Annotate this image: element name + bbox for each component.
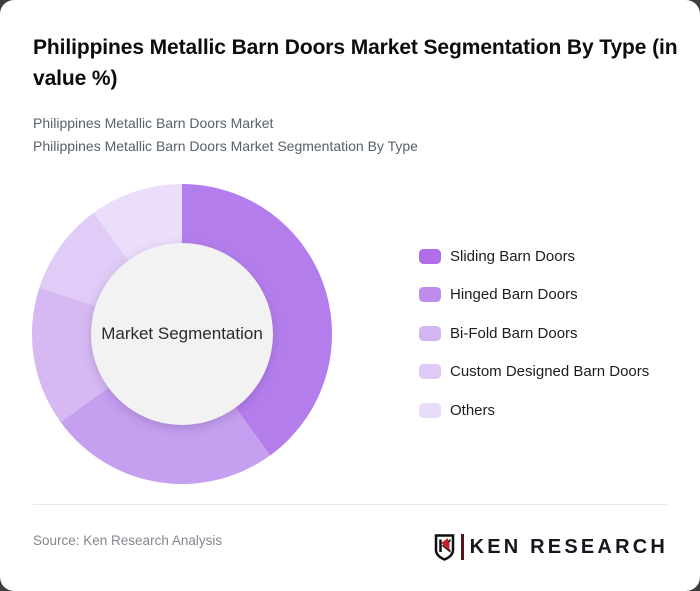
page-title: Philippines Metallic Barn Doors Market S…: [33, 36, 678, 90]
legend-item-custom-designed-barn-doors[interactable]: Custom Designed Barn Doors: [419, 363, 650, 380]
donut-hole: [91, 243, 273, 425]
donut-chart: Market Segmentation: [31, 183, 333, 485]
wordmark-first-letter: K: [469, 535, 488, 558]
donut-chart-svg: [31, 184, 332, 484]
ken-research-wordmark: K EN RESEARCH: [440, 534, 668, 561]
subtitle-line-2: Philippines Metallic Barn Doors Market S…: [33, 137, 418, 154]
legend-item-others[interactable]: Others: [419, 401, 649, 419]
source-note: Source: Ken Research Analysis: [33, 533, 223, 548]
legend: Sliding Barn Doors Hinged Barn Doors Bi-…: [419, 247, 650, 419]
wordmark-rest: EN RESEARCH: [487, 535, 668, 558]
ken-research-logo[interactable]: K EN RESEARCH: [434, 530, 668, 564]
legend-item-label: Others: [450, 401, 496, 419]
legend-swatch-icon: [419, 248, 441, 264]
legend-item-sliding-barn-doors[interactable]: Sliding Barn Doors: [419, 247, 649, 265]
legend-swatch-icon: [419, 325, 441, 341]
chart-subtitles: Philippines Metallic Barn Doors Market P…: [33, 112, 673, 157]
subtitle-line-1: Philippines Metallic Barn Doors Market: [33, 115, 274, 131]
legend-swatch-icon: [419, 402, 441, 418]
legend-item-label: Sliding Barn Doors: [450, 247, 576, 265]
legend-item-label: Bi-Fold Barn Doors: [450, 324, 578, 342]
legend-item-bi-fold-barn-doors[interactable]: Bi-Fold Barn Doors: [419, 324, 649, 342]
legend-swatch-icon: [419, 287, 441, 302]
logo-separator: [461, 534, 464, 560]
legend-item-hinged-barn-doors[interactable]: Hinged Barn Doors: [419, 286, 649, 303]
legend-swatch-icon: [419, 364, 441, 379]
footer-divider: [33, 504, 667, 505]
legend-item-label: Custom Designed Barn Doors: [450, 363, 650, 380]
wordmark-red-triangle-icon: [440, 537, 448, 548]
legend-item-label: Hinged Barn Doors: [450, 286, 578, 303]
